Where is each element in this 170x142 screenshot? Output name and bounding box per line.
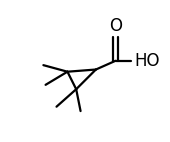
Text: O: O xyxy=(109,16,122,35)
Text: HO: HO xyxy=(134,52,160,70)
